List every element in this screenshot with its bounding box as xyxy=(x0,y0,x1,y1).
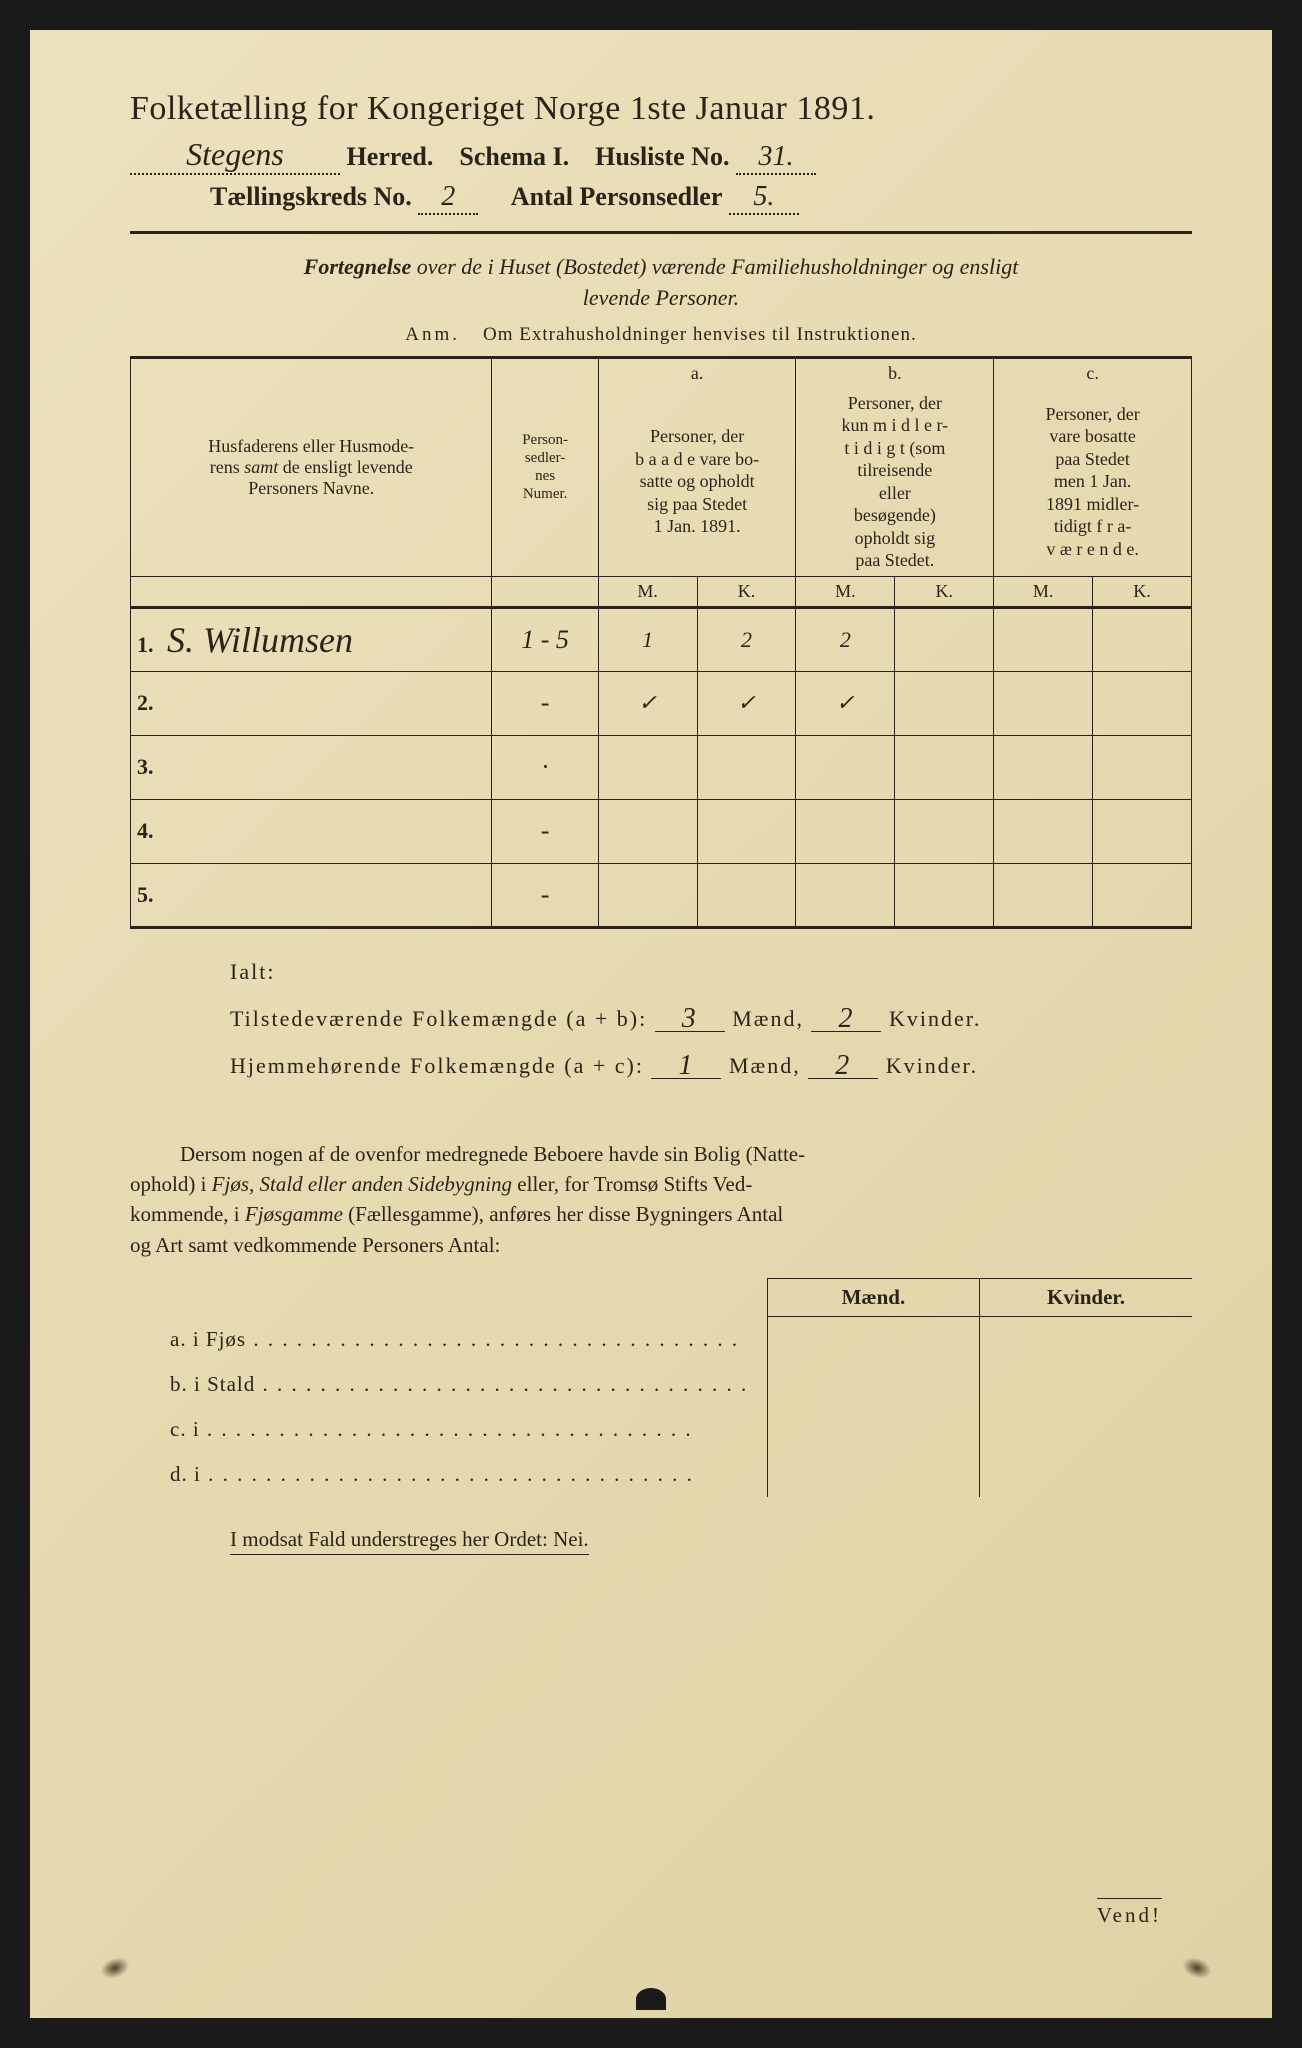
col-b-label: b. xyxy=(796,357,994,388)
antal-value: 5. xyxy=(753,181,774,213)
head-num: Person-sedler-nesNumer. xyxy=(492,357,598,576)
herred-value: Stegens xyxy=(186,136,284,173)
paper-damage xyxy=(636,1988,666,2010)
ialt-1-m: 3 xyxy=(682,1003,698,1035)
table-row: 2. -✓✓✓ xyxy=(131,671,1192,735)
divider xyxy=(130,231,1192,234)
col-b-m: M. xyxy=(796,576,895,607)
herred-label: Herred. xyxy=(347,142,434,171)
mk-table: Mænd. Kvinder. a. i Fjøs . . . . . . . .… xyxy=(130,1278,1192,1497)
mk-row: c. i . . . . . . . . . . . . . . . . . .… xyxy=(130,1407,1192,1452)
ialt-line2-label: Hjemmehørende Folkemængde (a + c): xyxy=(230,1053,644,1078)
table-row: 5. - xyxy=(131,863,1192,927)
table-row: 4. - xyxy=(131,799,1192,863)
kreds-label: Tællingskreds No. xyxy=(210,182,412,211)
col-a-k: K. xyxy=(697,576,796,607)
paper-damage-left xyxy=(97,1953,132,1982)
table-row: 3. · xyxy=(131,735,1192,799)
col-a-text: Personer, derb a a d e vare bo-satte og … xyxy=(598,388,796,577)
antal-label: Antal Personsedler xyxy=(511,182,723,211)
ialt-line-1: Tilstedeværende Folkemængde (a + b): 3 M… xyxy=(230,999,1192,1032)
table-row: 1. S. Willumsen1 - 5122 xyxy=(131,607,1192,671)
header-line-1: Stegens Herred. Schema I. Husliste No. 3… xyxy=(130,136,1192,175)
husliste-label: Husliste No. xyxy=(595,142,729,171)
ialt-block: Ialt: Tilstedeværende Folkemængde (a + b… xyxy=(130,959,1192,1079)
col-a-m: M. xyxy=(598,576,697,607)
husliste-value: 31. xyxy=(759,141,794,173)
ialt-line1-label: Tilstedeværende Folkemængde (a + b): xyxy=(230,1006,647,1031)
census-table: Husfaderens eller Husmode-rens samt de e… xyxy=(130,356,1192,929)
dersom-paragraph: Dersom nogen af de ovenfor medregnede Be… xyxy=(130,1139,1192,1261)
col-b-text: Personer, derkun m i d l e r-t i d i g t… xyxy=(796,388,994,577)
ialt-2-k: 2 xyxy=(835,1050,851,1082)
ialt-1-k: 2 xyxy=(838,1003,854,1035)
ialt-2-m: 1 xyxy=(678,1050,694,1082)
maend-label: Mænd, xyxy=(732,1006,804,1031)
col-c-text: Personer, dervare bosattepaa Stedetmen 1… xyxy=(994,388,1192,577)
col-c-label: c. xyxy=(994,357,1192,388)
head-name: Husfaderens eller Husmode-rens samt de e… xyxy=(131,357,492,576)
modsat-text: I modsat Fald understreges her Ordet: Ne… xyxy=(230,1527,589,1555)
col-c-m: M. xyxy=(994,576,1093,607)
anm-label: Anm. xyxy=(405,324,460,345)
ialt-title: Ialt: xyxy=(230,959,1192,985)
ialt-line-2: Hjemmehørende Folkemængde (a + c): 1 Mæn… xyxy=(230,1046,1192,1079)
anm-text: Om Extrahusholdninger henvises til Instr… xyxy=(483,324,917,345)
kvinder-label-2: Kvinder. xyxy=(886,1053,978,1078)
schema-label: Schema I. xyxy=(459,142,569,171)
modsat-line: I modsat Fald understreges her Ordet: Ne… xyxy=(130,1527,1192,1555)
header-line-2: Tællingskreds No. 2 Antal Personsedler 5… xyxy=(130,181,1192,215)
maend-label-2: Mænd, xyxy=(729,1053,801,1078)
page-container: Folketælling for Kongeriget Norge 1ste J… xyxy=(0,0,1302,2048)
vend-label: Vend! xyxy=(1097,1898,1162,1928)
mk-kvinder: Kvinder. xyxy=(980,1279,1192,1317)
col-b-k: K. xyxy=(895,576,994,607)
mk-row: d. i . . . . . . . . . . . . . . . . . .… xyxy=(130,1452,1192,1497)
document-title: Folketælling for Kongeriget Norge 1ste J… xyxy=(130,90,1192,128)
mk-maend: Mænd. xyxy=(767,1279,979,1317)
anm-line: Anm. Om Extrahusholdninger henvises til … xyxy=(130,324,1192,346)
paper-damage-right xyxy=(1179,1953,1214,1982)
mk-row: a. i Fjøs . . . . . . . . . . . . . . . … xyxy=(130,1317,1192,1362)
col-a-label: a. xyxy=(598,357,796,388)
instruction-text: Fortegnelse over de i Huset (Bostedet) v… xyxy=(130,252,1192,314)
kreds-value: 2 xyxy=(441,181,455,213)
mk-row: b. i Stald . . . . . . . . . . . . . . .… xyxy=(130,1362,1192,1407)
document-paper: Folketælling for Kongeriget Norge 1ste J… xyxy=(30,30,1272,2018)
col-c-k: K. xyxy=(1093,576,1192,607)
kvinder-label: Kvinder. xyxy=(889,1006,981,1031)
